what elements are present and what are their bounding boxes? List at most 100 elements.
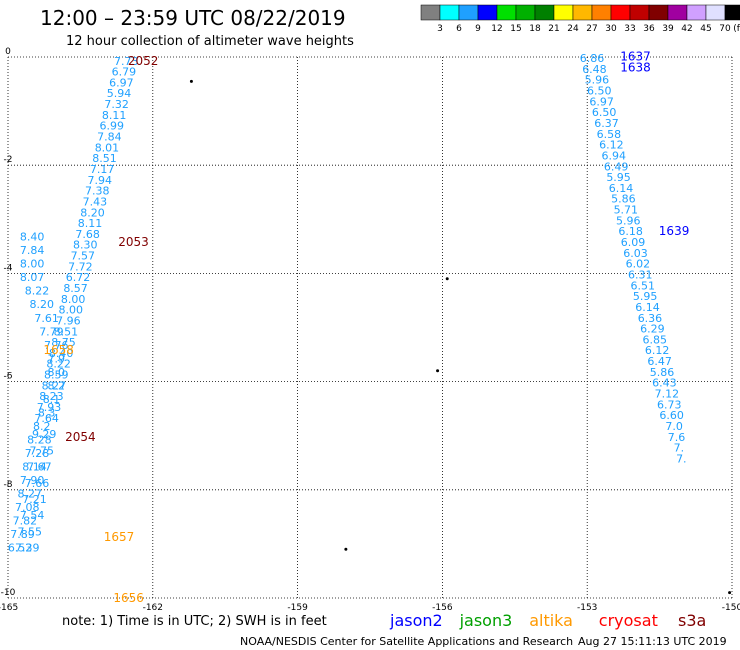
swh-point: 6.49	[604, 160, 629, 173]
island-dot	[728, 591, 732, 595]
satellite-legend-item: altika	[529, 611, 573, 630]
swh-point: 8.22	[25, 285, 50, 298]
swh-point: 5.95	[633, 290, 658, 303]
pass-time-label: 2054	[65, 430, 96, 444]
colorbar-swatch	[458, 4, 479, 21]
swh-point: 8.20	[30, 298, 55, 311]
swh-point: 8.01	[95, 141, 120, 154]
colorbar-swatch	[686, 4, 707, 21]
colorbar-swatch	[534, 4, 555, 21]
swh-point: 5.96	[616, 214, 641, 227]
pass-time-label: 1637	[620, 49, 651, 63]
swh-point: 8.22	[46, 358, 71, 371]
pass-time-label: 1639	[659, 224, 690, 238]
colorbar-unit: (ft)	[733, 24, 740, 34]
swh-point: 5.71	[614, 204, 639, 217]
y-tick-label: -6	[4, 372, 13, 382]
colorbar-label: 42	[681, 24, 692, 34]
swh-point: 7.39	[15, 542, 40, 555]
swh-point: 7.43	[83, 195, 108, 208]
colorbar-swatch	[572, 4, 593, 21]
swh-point: 6.47	[647, 355, 672, 368]
swh-point: 7.90	[20, 474, 45, 487]
swh-point: 7.68	[75, 228, 100, 241]
swh-point: 6.12	[645, 344, 670, 357]
swh-point: 7.28	[25, 447, 50, 460]
swh-point: 5.94	[107, 87, 132, 100]
swh-point: 7.12	[655, 388, 680, 401]
colorbar-label: 15	[510, 24, 521, 34]
swh-point: 6.86	[580, 52, 605, 65]
chart-title: 12:00 – 23:59 UTC 08/22/2019	[40, 6, 346, 30]
x-tick-label: -153	[577, 603, 597, 613]
swh-point: 8.75	[51, 336, 76, 349]
swh-point: 8.28	[27, 433, 52, 446]
swh-point: 7.64	[34, 412, 59, 425]
swh-point: 8.11	[102, 109, 127, 122]
pass-time-label: 2053	[118, 235, 149, 249]
island-dot	[344, 547, 348, 551]
satellite-legend: jason2 jason3 altika cryosat s3a	[389, 611, 706, 630]
swh-point: 6.60	[659, 409, 684, 422]
swh-point: 6.97	[109, 76, 134, 89]
swh-point: 8.11	[78, 217, 103, 230]
swh-point: 8.2	[33, 420, 51, 433]
pass-time-label: 1638	[620, 60, 651, 74]
x-tick-label: -165	[0, 603, 18, 613]
colorbar-swatch	[553, 4, 574, 21]
swh-point: 6.29	[640, 323, 665, 336]
swh-point: 8.59	[44, 369, 69, 382]
swh-point: 7.82	[13, 515, 38, 528]
swh-point: 7.75	[30, 444, 55, 457]
x-tick-label: -162	[143, 603, 163, 613]
swh-point: 5.86	[650, 366, 675, 379]
colorbar-label: 30	[605, 24, 617, 34]
colorbar-label: 12	[491, 24, 502, 34]
chart-marks: 7.736.796.975.947.328.116.997.848.018.51…	[8, 49, 732, 605]
swh-point: 7.55	[17, 525, 42, 538]
swh-point: 5.86	[611, 193, 636, 206]
swh-point: 6.58	[597, 128, 622, 141]
swh-point: 6.43	[652, 377, 677, 390]
swh-point: 7.08	[15, 501, 40, 514]
swh-point: 6.09	[621, 236, 646, 249]
swh-point: 7.84	[97, 131, 122, 144]
swh-point: 6.50	[587, 85, 612, 98]
swh-point: 7.89	[10, 528, 35, 541]
colorbar-swatch	[439, 4, 460, 21]
swh-point: 6.50	[592, 106, 617, 119]
colorbar-swatch	[420, 4, 441, 21]
swh-point: 6.14	[635, 301, 660, 314]
swh-point: 6.99	[100, 120, 125, 133]
swh-point: 7.96	[56, 314, 81, 327]
swh-point: 7.9	[48, 352, 66, 365]
colorbar-label: 18	[529, 24, 541, 34]
colorbar-label: 36	[643, 24, 655, 34]
swh-point: 7.84	[20, 244, 45, 257]
y-tick-label: 0	[5, 47, 11, 57]
colorbar-label: 9	[475, 24, 481, 34]
swh-point: 7.79	[39, 325, 64, 338]
swh-point: 8.14	[22, 461, 47, 474]
colorbar-swatch	[496, 4, 517, 21]
swh-point: 6.97	[589, 95, 614, 108]
swh-point: 6.79	[112, 66, 137, 79]
swh-point: 8.51	[92, 152, 117, 165]
island-dot	[189, 79, 193, 83]
swh-point: 6.03	[623, 247, 648, 260]
colorbar-swatch	[515, 4, 536, 21]
swh-point: 7.67	[27, 461, 52, 474]
swh-point: 5.96	[585, 74, 610, 87]
swh-point: 8.23	[39, 390, 64, 403]
colorbar-swatch	[591, 4, 612, 21]
colorbar-label: 3	[437, 24, 443, 34]
swh-point: 8.30	[73, 239, 98, 252]
swh-point: 7.72	[68, 260, 93, 273]
swh-point: 8.40	[20, 231, 45, 244]
swh-point: 7.17	[90, 163, 115, 176]
island-dot	[436, 369, 440, 373]
colorbar-swatch	[724, 4, 740, 21]
swh-point: 6.14	[609, 182, 634, 195]
